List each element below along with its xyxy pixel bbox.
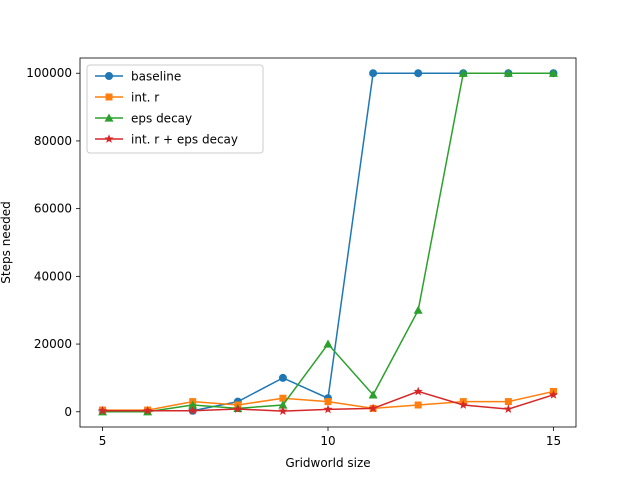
x-tick-label: 5: [99, 434, 107, 448]
legend-marker: [105, 72, 113, 80]
x-axis-label: Gridworld size: [285, 456, 370, 470]
data-point: [503, 68, 513, 77]
y-tick-label: 0: [64, 405, 72, 419]
legend-marker: [104, 113, 114, 122]
legend-label: baseline: [131, 70, 181, 84]
data-point: [278, 373, 287, 382]
data-point: [233, 404, 243, 413]
y-tick-label: 80000: [34, 134, 72, 148]
x-tick-label: 15: [546, 434, 561, 448]
data-point: [278, 406, 288, 415]
data-point: [368, 390, 378, 399]
data-point: [323, 404, 333, 414]
x-axis-ticks: 5 10 15: [99, 427, 561, 448]
data-point: [97, 405, 108, 415]
y-tick-label: 40000: [34, 269, 72, 283]
legend-box: [86, 64, 264, 154]
data-point: [323, 339, 333, 348]
data-point: [188, 400, 198, 409]
legend-item: baseline: [95, 70, 181, 84]
legend-label: int. r + eps decay: [131, 133, 238, 147]
data-point: [413, 386, 423, 396]
y-axis-label: Steps needed: [0, 201, 13, 283]
series-layer: [97, 68, 559, 416]
y-tick-label: 100000: [26, 66, 72, 80]
data-point: [143, 405, 153, 415]
data-point: [503, 404, 513, 413]
legend-item: int. r: [95, 91, 159, 105]
legend: baseline int. r eps decay int. r + eps deca…: [86, 64, 264, 154]
legend-item: eps decay: [95, 112, 192, 126]
legend-marker: [105, 93, 113, 101]
y-tick-label: 60000: [34, 202, 72, 216]
legend-item: int. r + eps decay: [95, 133, 238, 147]
data-point: [188, 405, 198, 415]
y-axis-ticks: 0 20000 40000 60000 80000 100000: [26, 66, 80, 419]
y-tick-label: 20000: [34, 337, 72, 351]
data-point: [369, 69, 378, 78]
series-int-r-eps-decay: [97, 386, 559, 415]
data-point: [458, 400, 468, 409]
data-point: [414, 69, 423, 78]
legend-label: eps decay: [131, 112, 192, 126]
data-point: [548, 68, 558, 77]
data-point: [279, 394, 287, 402]
data-point: [368, 403, 378, 413]
x-tick-label: 10: [320, 434, 335, 448]
data-point: [413, 305, 423, 314]
data-point: [278, 400, 288, 409]
legend-label: int. r: [131, 91, 159, 105]
data-point: [324, 398, 332, 406]
legend-marker: [104, 134, 114, 143]
data-point: [458, 68, 468, 77]
data-point: [414, 401, 422, 409]
data-point: [504, 398, 512, 406]
data-point: [548, 390, 559, 399]
